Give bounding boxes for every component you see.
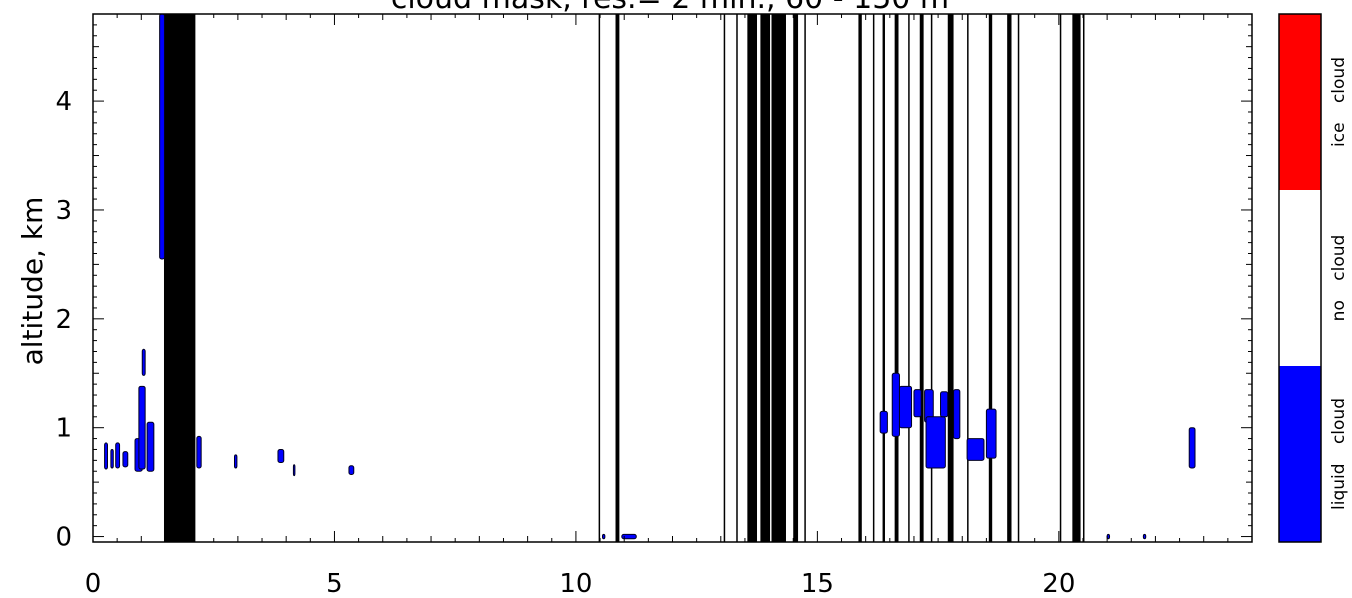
liquid-cloud-patch — [233, 454, 238, 469]
liquid-cloud-patch — [891, 372, 900, 437]
liquid-cloud-patch — [953, 389, 961, 440]
y-tick-label: 0 — [55, 523, 72, 553]
colorbar-segment — [1279, 14, 1321, 190]
x-tick-label: 5 — [326, 569, 343, 598]
no-data-band — [894, 14, 899, 542]
liquid-cloud-patch — [138, 385, 146, 470]
colorbar-label: ice cloud — [1329, 57, 1349, 147]
x-tick-label: 0 — [85, 569, 102, 598]
no-data-band — [1007, 14, 1012, 542]
liquid-cloud-patch — [966, 438, 985, 461]
no-data-band — [793, 14, 799, 542]
liquid-cloud-patch — [925, 416, 946, 469]
liquid-cloud-patch — [277, 448, 285, 464]
y-tick-label: 4 — [55, 87, 72, 117]
no-data-band — [771, 14, 786, 542]
liquid-cloud-patch — [913, 389, 922, 418]
colorbar-label: no cloud — [1329, 235, 1349, 322]
liquid-cloud-patch — [940, 391, 949, 418]
no-data-band — [872, 14, 875, 542]
liquid-cloud-patch — [292, 464, 296, 477]
no-data-band — [930, 14, 933, 542]
colorbar: liquid cloud no cloud ice cloud — [1278, 13, 1349, 543]
liquid-cloud-patch — [348, 465, 355, 476]
liquid-cloud-patch — [985, 408, 997, 459]
liquid-cloud-patch — [122, 451, 129, 468]
liquid-cloud-patch — [196, 435, 202, 469]
no-data-band — [163, 14, 196, 542]
no-data-band — [598, 14, 601, 542]
no-data-band — [615, 14, 620, 542]
no-data-band — [1017, 14, 1020, 542]
x-tick-label: 20 — [1042, 569, 1075, 598]
plot-background — [93, 14, 1252, 542]
colorbar-segment — [1279, 366, 1321, 542]
no-data-band — [947, 14, 954, 542]
plot-area: 0 5 10 15 20 0 1 2 3 4 — [55, 13, 1253, 598]
liquid-cloud-patch — [159, 13, 165, 260]
no-data-band — [736, 14, 738, 542]
y-tick-label: 3 — [55, 196, 72, 226]
liquid-cloud-patch — [110, 448, 114, 469]
no-data-band — [967, 14, 969, 542]
y-tick-label: 2 — [55, 305, 72, 335]
liquid-cloud-patch — [621, 533, 637, 540]
y-tick-label: 1 — [55, 414, 72, 444]
colorbar-segment — [1279, 190, 1321, 366]
liquid-cloud-patch — [115, 442, 121, 469]
no-data-band — [858, 14, 862, 542]
liquid-cloud-patch — [879, 410, 888, 434]
no-data-band — [919, 14, 924, 542]
no-data-band — [747, 14, 758, 542]
liquid-cloud-patch — [146, 421, 155, 472]
liquid-cloud-patch — [104, 442, 108, 470]
no-data-band — [1072, 14, 1081, 542]
x-tick-label: 15 — [801, 569, 834, 598]
no-data-band — [1059, 14, 1062, 542]
y-axis-label: altitude, km — [16, 197, 49, 366]
no-data-band — [988, 14, 993, 542]
liquid-cloud-patch — [141, 348, 146, 376]
no-data-band — [1082, 14, 1085, 542]
no-data-band — [804, 14, 806, 542]
no-data-band — [908, 14, 910, 542]
liquid-cloud-patch — [1188, 427, 1196, 469]
no-data-band — [760, 14, 771, 542]
chart-title: cloud mask, res.= 2 min., 60 - 150 m — [391, 0, 949, 16]
colorbar-frame — [1278, 13, 1322, 543]
liquid-cloud-patch — [601, 533, 606, 540]
liquid-cloud-patch — [898, 385, 913, 429]
no-data-band — [882, 14, 885, 542]
no-data-band — [723, 14, 726, 542]
x-tick-label: 10 — [559, 569, 592, 598]
liquid-cloud-patch — [1142, 533, 1147, 540]
colorbar-label: liquid cloud — [1329, 398, 1349, 510]
